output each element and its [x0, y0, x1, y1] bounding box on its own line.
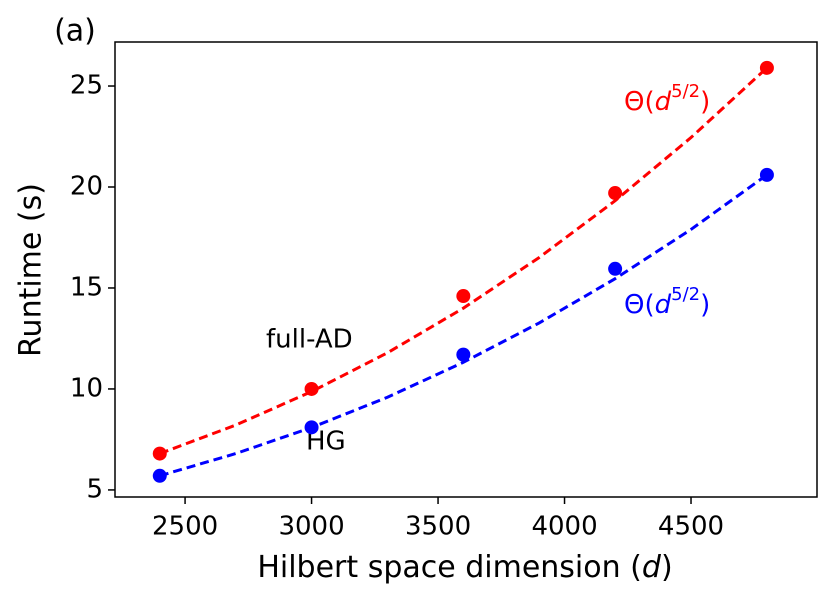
fit-line: [159, 173, 768, 478]
fit-label-part: ): [700, 290, 710, 320]
x-tick-label: 3000: [278, 512, 344, 542]
data-point: [759, 167, 774, 182]
fit-annotation: Θ(d5/2): [624, 81, 710, 117]
x-tick-label: 3500: [405, 512, 471, 542]
data-point: [456, 289, 471, 304]
data-point: [152, 446, 167, 461]
x-tick-label: 2500: [152, 512, 218, 542]
y-tick-label: 15: [70, 272, 103, 302]
y-tick-label: 25: [70, 71, 103, 101]
y-tick-label: 10: [70, 373, 103, 403]
y-tick-label: 5: [86, 474, 103, 504]
data-point: [759, 60, 774, 75]
fit-annotation: Θ(d5/2): [624, 284, 710, 320]
y-axis-label: Runtime (s): [14, 183, 49, 357]
series-annotation: full-AD: [266, 325, 353, 355]
x-label-part: d: [642, 550, 662, 585]
fit-label-part: Θ(: [624, 290, 655, 320]
fit-label-part: ): [700, 87, 710, 117]
fit-line: [159, 66, 768, 455]
fit-label-part: d: [655, 87, 672, 117]
x-label-part: Hilbert space dimension (: [257, 550, 642, 585]
plot-frame: [114, 41, 818, 498]
x-label-part: ): [661, 550, 673, 585]
data-point: [304, 420, 319, 435]
fit-label-part: 5/2: [671, 81, 700, 102]
fit-label-part: 5/2: [671, 284, 700, 305]
panel-label: (a): [54, 14, 96, 49]
fit-label-part: d: [655, 290, 672, 320]
data-point: [152, 468, 167, 483]
fit-label-part: Θ(: [624, 87, 655, 117]
data-point: [456, 347, 471, 362]
x-axis-label: Hilbert space dimension (d): [257, 550, 672, 585]
data-point: [608, 261, 623, 276]
data-point: [304, 381, 319, 396]
x-tick-label: 4500: [658, 512, 724, 542]
data-point: [608, 186, 623, 201]
x-tick-label: 4000: [531, 512, 597, 542]
y-tick-label: 20: [70, 172, 103, 202]
